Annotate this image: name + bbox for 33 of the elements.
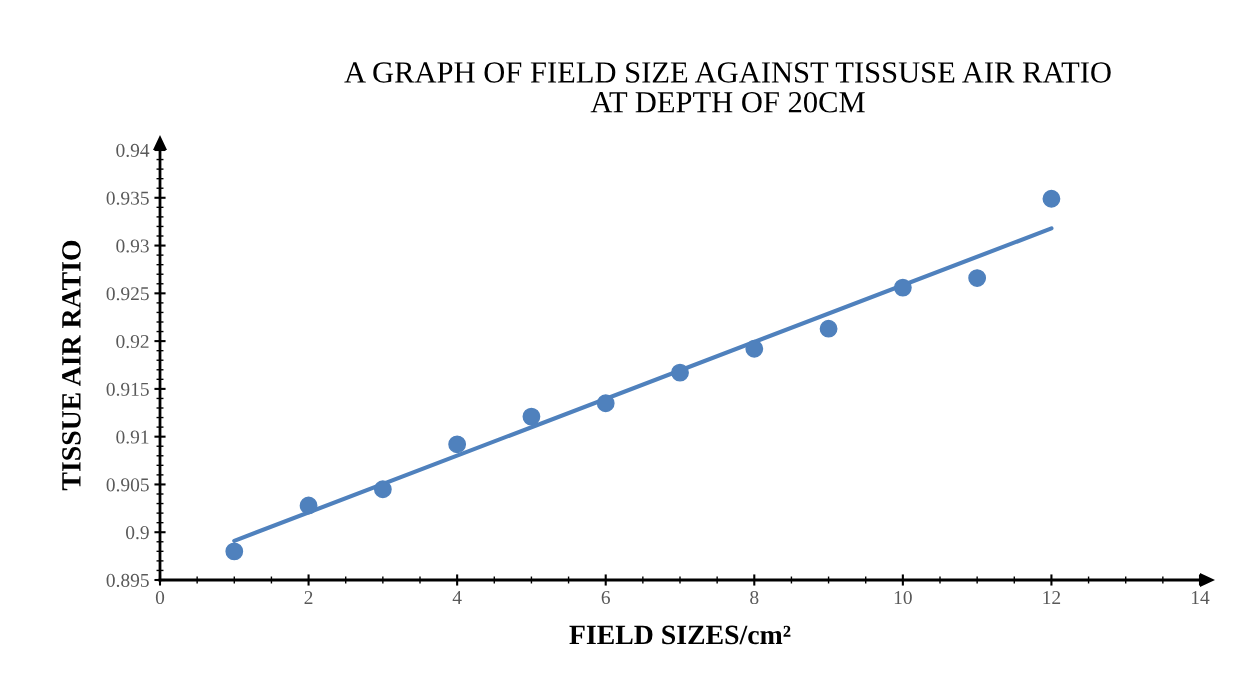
x-tick-label: 12 <box>1043 591 1061 604</box>
x-tick-label: 4 <box>452 591 462 604</box>
point <box>373 480 392 499</box>
y-tick-label: 0.93 <box>116 239 149 253</box>
x-axis-title: FIELD SIZES/cm² <box>569 625 791 645</box>
point <box>596 394 615 413</box>
point <box>225 542 244 561</box>
x-tick-label: 6 <box>601 591 610 605</box>
point <box>1042 189 1061 208</box>
x-tick-label: 2 <box>304 591 313 604</box>
point <box>522 407 541 426</box>
x-tick-label: 0 <box>155 590 165 605</box>
y-axis-title: TISSUE AIR RATIO <box>62 240 81 491</box>
point <box>893 278 912 297</box>
x-tick-label: 8 <box>750 590 759 605</box>
x-tick-label: 14 <box>1191 591 1210 604</box>
point <box>299 496 318 515</box>
y-tick-label: 0.9 <box>126 526 149 540</box>
point <box>448 435 467 454</box>
chart-title: A GRAPH OF FIELD SIZE AGAINST TISSUSE AIR RATIO AT DEPTH OF 20CM <box>344 62 1111 113</box>
y-tick-label: 0.91 <box>116 430 149 444</box>
y-tick-label: 0.915 <box>106 382 149 396</box>
point <box>745 339 764 358</box>
y-tick-label: 0.905 <box>106 478 149 492</box>
y-tick-label: 0.94 <box>116 143 150 158</box>
point <box>671 363 689 382</box>
y-tick-label: 0.92 <box>116 334 149 349</box>
point <box>968 269 987 287</box>
y-tick-label: 0.895 <box>106 573 149 588</box>
point <box>819 319 838 338</box>
x-tick-label: 10 <box>894 590 912 605</box>
y-tick-label: 0.925 <box>106 287 149 301</box>
y-tick-label: 0.935 <box>106 191 149 205</box>
